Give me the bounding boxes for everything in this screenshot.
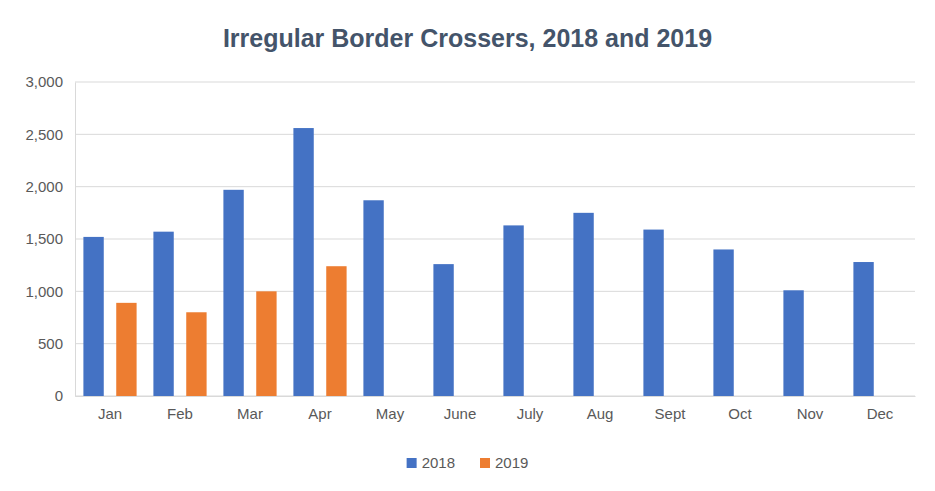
x-tick-label: Nov	[797, 405, 824, 422]
x-tick: June	[444, 405, 477, 422]
legend-label: 2019	[495, 454, 528, 471]
grid	[75, 82, 915, 396]
legend-label: 2018	[422, 454, 455, 471]
x-axis-line	[76, 396, 916, 397]
grid-line	[75, 239, 915, 240]
y-tick: 1,000	[25, 283, 75, 300]
x-tick-label: Apr	[308, 405, 331, 422]
x-tick: Jan	[98, 405, 122, 422]
y-tick-label: 1,000	[25, 283, 63, 300]
bar	[363, 200, 383, 396]
bar-series	[116, 266, 346, 396]
y-tick: 3,000	[25, 73, 75, 90]
y-tick: 2,500	[25, 126, 75, 143]
bar	[853, 262, 873, 396]
plot-area: 0 500 1,000 1,500 2,000 2,500 3,000 Jan Feb Mar Ap…	[25, 73, 915, 421]
bar	[256, 291, 276, 396]
x-tick: Feb	[167, 405, 193, 422]
x-tick-label: Oct	[728, 405, 752, 422]
x-tick-label: Aug	[587, 405, 614, 422]
y-tick-label: 500	[38, 335, 63, 352]
x-tick-label: July	[517, 405, 544, 422]
y-axis-line	[75, 83, 76, 397]
bar-series	[83, 128, 873, 396]
bar	[186, 312, 206, 396]
x-tick: Sept	[655, 405, 687, 422]
x-tick-label: May	[376, 405, 405, 422]
grid-line	[75, 186, 915, 187]
grid-line	[75, 82, 915, 83]
x-tick: Apr	[308, 405, 331, 422]
legend: 2018 2019	[407, 454, 529, 471]
x-tick: Aug	[587, 405, 614, 422]
x-tick: May	[376, 405, 405, 422]
x-tick: July	[517, 405, 544, 422]
bar	[643, 230, 663, 396]
x-tick: Oct	[728, 405, 752, 422]
x-tick-label: Dec	[867, 405, 894, 422]
x-tick: Mar	[237, 405, 263, 422]
x-tick: Nov	[797, 405, 824, 422]
legend-item: 2018	[407, 454, 455, 471]
bar	[116, 303, 136, 396]
y-tick: 0	[55, 387, 75, 404]
bar	[153, 232, 173, 396]
x-tick-label: Mar	[237, 405, 263, 422]
y-tick-label: 2,000	[25, 178, 63, 195]
legend-swatch	[480, 458, 490, 468]
y-tick-label: 2,500	[25, 126, 63, 143]
x-axis: Jan Feb Mar Apr May June July Aug Sept Oct Nov Dec	[76, 397, 916, 422]
x-tick-label: Jan	[98, 405, 122, 422]
bar	[293, 128, 313, 396]
bar	[573, 213, 593, 396]
x-tick-label: Sept	[655, 405, 687, 422]
bar	[326, 266, 346, 396]
grid-line	[75, 134, 915, 135]
x-tick: Dec	[867, 405, 894, 422]
bar	[433, 264, 453, 396]
chart: Irregular Border Crossers, 2018 and 2019…	[0, 0, 935, 491]
bar	[783, 290, 803, 396]
bar	[503, 225, 523, 396]
bar	[713, 249, 733, 396]
bar	[83, 237, 103, 396]
x-tick-label: Feb	[167, 405, 193, 422]
y-tick-label: 1,500	[25, 230, 63, 247]
y-axis: 0 500 1,000 1,500 2,000 2,500 3,000	[25, 73, 75, 404]
legend-swatch	[407, 458, 417, 468]
y-tick: 2,000	[25, 178, 75, 195]
bar	[223, 190, 243, 396]
legend-item: 2019	[480, 454, 528, 471]
x-tick-label: June	[444, 405, 477, 422]
y-tick: 500	[38, 335, 75, 352]
y-tick: 1,500	[25, 230, 75, 247]
y-tick-label: 0	[55, 387, 63, 404]
chart-title: Irregular Border Crossers, 2018 and 2019	[223, 24, 712, 52]
bars	[83, 128, 873, 396]
y-tick-label: 3,000	[25, 73, 63, 90]
